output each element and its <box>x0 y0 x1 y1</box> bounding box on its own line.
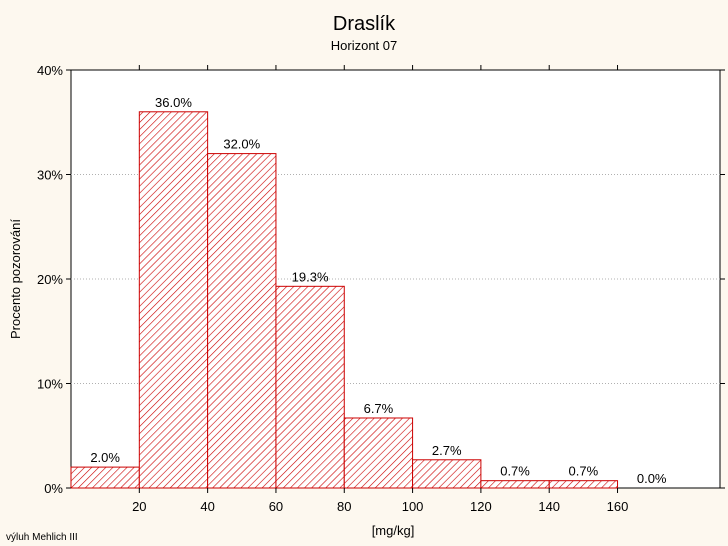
x-tick-label: 120 <box>470 499 492 514</box>
bar-value-label: 32.0% <box>223 137 260 152</box>
y-tick-label: 40% <box>37 63 63 78</box>
x-tick-label: 60 <box>269 499 283 514</box>
bar-value-label: 0.7% <box>569 464 599 479</box>
y-tick-label: 10% <box>37 377 63 392</box>
histogram-bar <box>275 285 345 489</box>
y-tick-label: 30% <box>37 168 63 183</box>
bar-value-label: 19.3% <box>292 269 329 284</box>
x-tick-label: 40 <box>200 499 214 514</box>
chart-subtitle: Horizont 07 <box>331 38 397 53</box>
x-axis: 20 40 60 80 100 120 140 160 <box>132 65 628 514</box>
histogram-bar <box>412 459 482 489</box>
histogram-bar <box>480 480 550 489</box>
y-tick-label: 20% <box>37 272 63 287</box>
histogram-bar <box>138 111 209 489</box>
bar-value-label: 2.7% <box>432 443 462 458</box>
x-tick-label: 80 <box>337 499 351 514</box>
chart-title: Draslík <box>333 13 396 35</box>
x-tick-label: 140 <box>538 499 560 514</box>
histogram-bar <box>343 417 414 489</box>
histogram-bar <box>70 466 140 489</box>
bar-value-label: 36.0% <box>155 95 192 110</box>
bars <box>70 111 619 489</box>
y-axis: 0% 10% 20% 30% 40% <box>37 63 725 496</box>
y-tick-label: 0% <box>44 481 63 496</box>
x-tick-label: 20 <box>132 499 146 514</box>
histogram-bar <box>207 153 277 489</box>
x-axis-label: [mg/kg] <box>372 523 415 538</box>
x-tick-label: 100 <box>402 499 424 514</box>
bar-value-label: 0.0% <box>637 471 667 486</box>
y-axis-label: Procento pozorování <box>8 219 23 339</box>
bar-value-label: 0.7% <box>500 464 530 479</box>
bar-value-label: 6.7% <box>364 401 394 416</box>
histogram-bar <box>548 480 619 489</box>
footnote: výluh Mehlich III <box>6 532 78 543</box>
x-tick-label: 160 <box>607 499 629 514</box>
bar-data-labels: 2.0% 36.0% 32.0% 19.3% 6.7% 2.7% 0.7% 0.7% 0.0% <box>90 95 667 486</box>
bar-value-label: 2.0% <box>90 450 120 465</box>
